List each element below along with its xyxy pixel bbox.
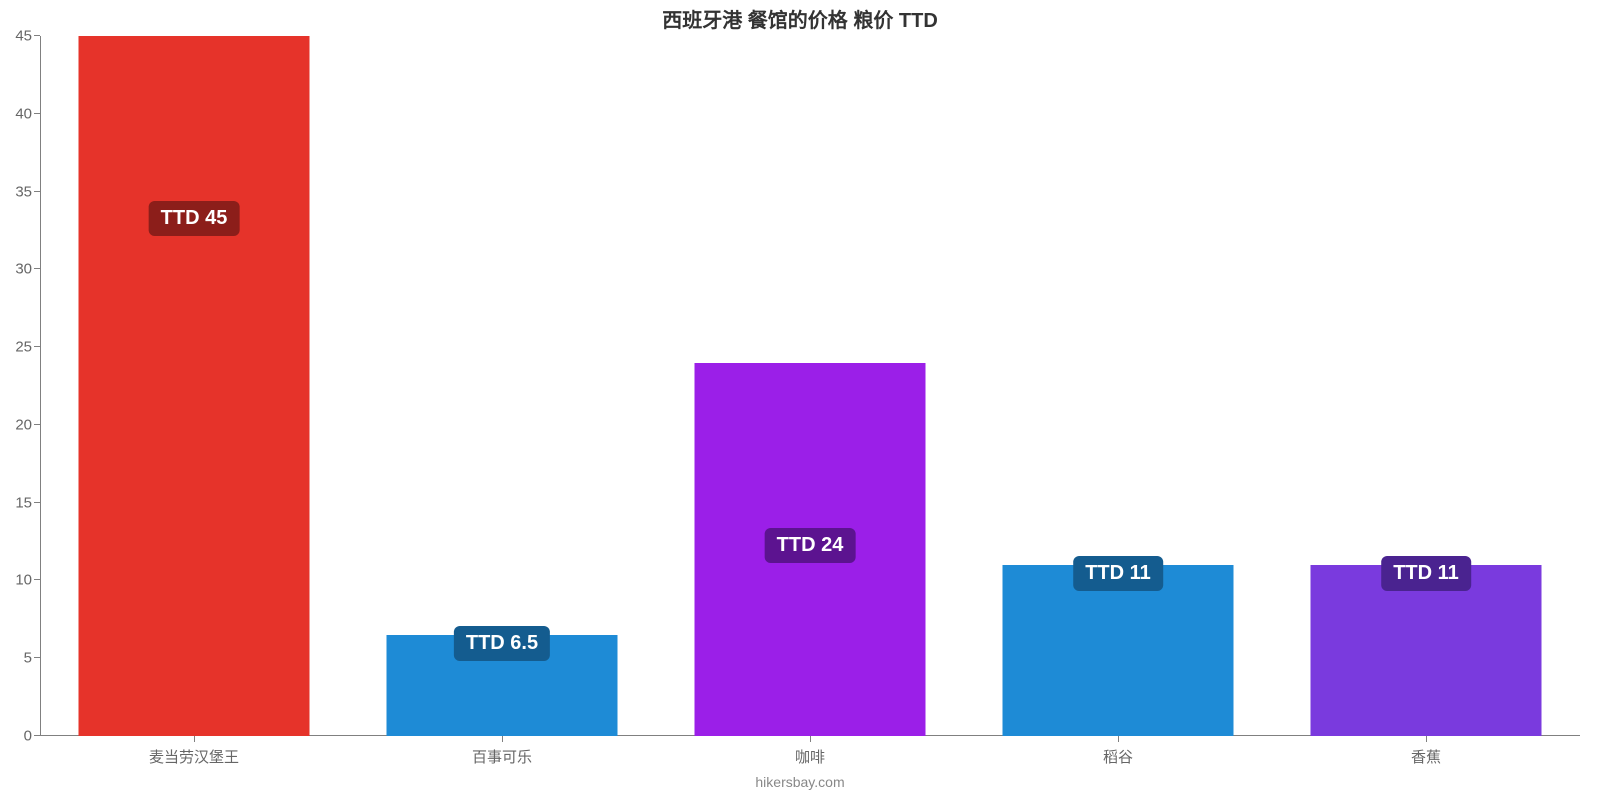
bar-value-badge: TTD 45 [149,201,240,236]
bar-value-badge: TTD 24 [765,528,856,563]
price-bar-chart: 西班牙港 餐馆的价格 粮价 TTD 051015202530354045TTD … [0,0,1600,800]
y-tick-label: 5 [24,650,40,667]
bar-slot: TTD 45麦当劳汉堡王 [40,36,348,736]
y-tick-label: 40 [15,105,40,122]
bar-slot: TTD 6.5百事可乐 [348,36,656,736]
y-tick-label: 10 [15,572,40,589]
y-tick-label: 20 [15,416,40,433]
y-tick-label: 15 [15,494,40,511]
bar-value-badge: TTD 6.5 [454,626,550,661]
bar-slot: TTD 24咖啡 [656,36,964,736]
y-tick-label: 0 [24,728,40,745]
x-tick-mark [810,736,811,742]
bar-slot: TTD 11稻谷 [964,36,1272,736]
x-tick-mark [502,736,503,742]
x-tick-mark [194,736,195,742]
y-tick-label: 35 [15,183,40,200]
attribution-text: hikersbay.com [0,774,1600,790]
bar-slot: TTD 11香蕉 [1272,36,1580,736]
y-tick-label: 30 [15,261,40,278]
bar [79,36,310,736]
plot-area: 051015202530354045TTD 45麦当劳汉堡王TTD 6.5百事可… [40,36,1580,736]
y-tick-label: 25 [15,339,40,356]
y-tick-label: 45 [15,28,40,45]
bar-value-badge: TTD 11 [1073,556,1163,591]
x-tick-mark [1426,736,1427,742]
bar-value-badge: TTD 11 [1381,556,1471,591]
chart-title: 西班牙港 餐馆的价格 粮价 TTD [0,4,1600,33]
x-tick-mark [1118,736,1119,742]
